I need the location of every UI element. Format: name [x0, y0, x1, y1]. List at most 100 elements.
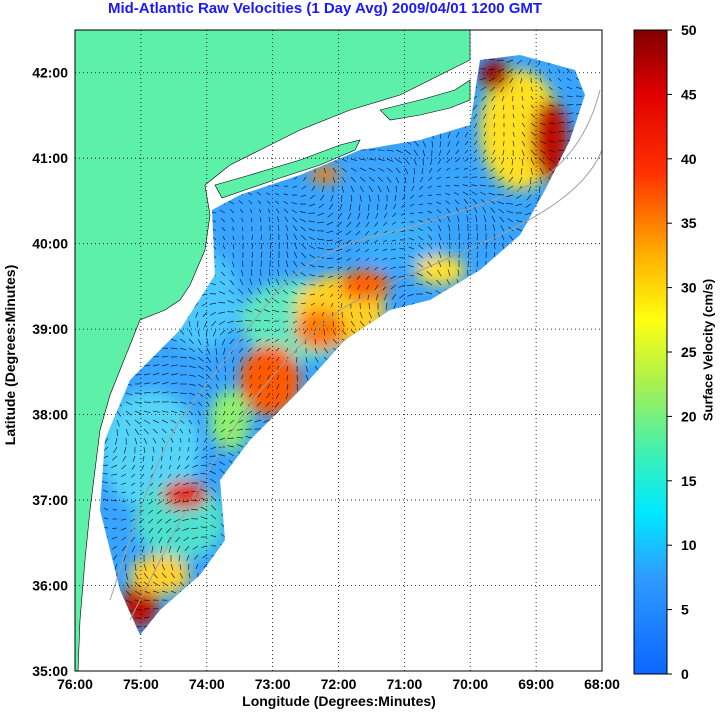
velocity-arrow [182, 518, 190, 522]
velocity-arrow [368, 311, 372, 319]
x-tick-label: 69:00 [518, 676, 554, 692]
velocity-arrow [409, 212, 415, 215]
velocity-arrow [500, 86, 505, 93]
velocity-arrow [197, 320, 199, 328]
velocity-arrow [521, 95, 524, 101]
velocity-arrow [276, 374, 280, 381]
velocity-arrow [238, 200, 244, 205]
velocity-arrow [309, 274, 316, 277]
velocity-arrow [464, 158, 469, 162]
velocity-arrow [170, 590, 177, 594]
velocity-arrow [211, 437, 217, 442]
velocity-arrow [267, 356, 271, 361]
velocity-arrow [212, 329, 217, 337]
velocity-arrow [301, 311, 307, 315]
velocity-arrow [404, 149, 411, 155]
colorbar-tick-label: 5 [681, 602, 689, 618]
velocity-arrow [143, 581, 150, 587]
velocity-arrow [285, 224, 289, 232]
velocity-arrow [292, 217, 298, 223]
velocity-arrow [473, 122, 478, 129]
velocity-arrow [521, 131, 526, 137]
colorbar [633, 29, 668, 675]
velocity-arrow [499, 167, 505, 174]
velocity-arrow [167, 536, 172, 544]
velocity-arrow [188, 563, 190, 570]
velocity-arrow [336, 248, 343, 252]
velocity-arrow [413, 149, 419, 156]
velocity-arrow [125, 572, 129, 580]
velocity-arrow [467, 260, 469, 268]
velocity-arrow [115, 437, 118, 445]
velocity-arrow [152, 428, 158, 434]
velocity-arrow [356, 221, 361, 228]
velocity-arrow [374, 239, 379, 243]
velocity-arrow [125, 563, 127, 571]
velocity-arrow [506, 185, 514, 190]
velocity-arrow [512, 140, 515, 147]
velocity-arrow [359, 167, 367, 172]
velocity-arrow [215, 356, 219, 364]
velocity-arrow [121, 518, 127, 521]
velocity-arrow [125, 392, 133, 396]
velocity-arrow [152, 446, 155, 453]
velocity-arrow [193, 455, 199, 460]
velocity-arrow [418, 227, 424, 232]
velocity-arrow [446, 158, 451, 163]
velocity-arrow [323, 329, 326, 336]
velocity-arrow [254, 419, 262, 423]
velocity-arrow [508, 226, 514, 232]
velocity-arrow [215, 365, 219, 373]
velocity-arrow [275, 392, 280, 399]
velocity-arrow [323, 167, 326, 174]
velocity-arrow [447, 131, 451, 139]
velocity-arrow [148, 527, 154, 534]
colorbar-tick-label: 20 [681, 408, 697, 424]
velocity-arrow [121, 491, 127, 494]
velocity-arrow [176, 464, 181, 470]
velocity-arrow [482, 149, 487, 154]
velocity-arrow [525, 203, 532, 208]
velocity-arrow [409, 229, 415, 232]
velocity-arrow [205, 428, 208, 434]
velocity-arrow [257, 287, 262, 295]
velocity-arrow [436, 194, 442, 196]
velocity-arrow [359, 176, 366, 182]
velocity-arrow [263, 320, 271, 322]
velocity-arrow [291, 291, 298, 295]
velocity-arrow [526, 194, 532, 201]
velocity-arrow [215, 392, 218, 399]
velocity-arrow [229, 419, 235, 424]
velocity-arrow [240, 392, 244, 398]
velocity-arrow [210, 505, 217, 511]
velocity-arrow [431, 140, 434, 148]
velocity-arrow [179, 356, 187, 359]
velocity-arrow [359, 203, 361, 211]
velocity-arrow [161, 590, 168, 593]
velocity-arrow [143, 373, 151, 376]
velocity-arrow [317, 212, 325, 216]
velocity-arrow [218, 291, 226, 295]
velocity-arrow [356, 257, 361, 261]
velocity-arrow [285, 260, 289, 268]
velocity-arrow [209, 302, 217, 305]
velocity-arrow [240, 365, 244, 371]
velocity-arrow [407, 264, 415, 268]
velocity-arrow [557, 68, 561, 73]
velocity-arrow [464, 206, 469, 214]
velocity-arrow [539, 122, 546, 126]
velocity-arrow [224, 365, 226, 373]
velocity-arrow [345, 230, 352, 236]
land-cape-cod [379, 79, 471, 121]
velocity-arrow [197, 392, 204, 397]
velocity-arrow [134, 419, 141, 425]
velocity-arrow [236, 329, 244, 333]
velocity-arrow [524, 212, 532, 216]
velocity-arrow [143, 572, 149, 579]
velocity-arrow [492, 104, 496, 111]
velocity-arrow [219, 468, 226, 475]
velocity-arrow [159, 473, 163, 478]
velocity-arrow [231, 401, 235, 407]
velocity-arrow [283, 208, 289, 214]
velocity-arrow [368, 302, 370, 310]
